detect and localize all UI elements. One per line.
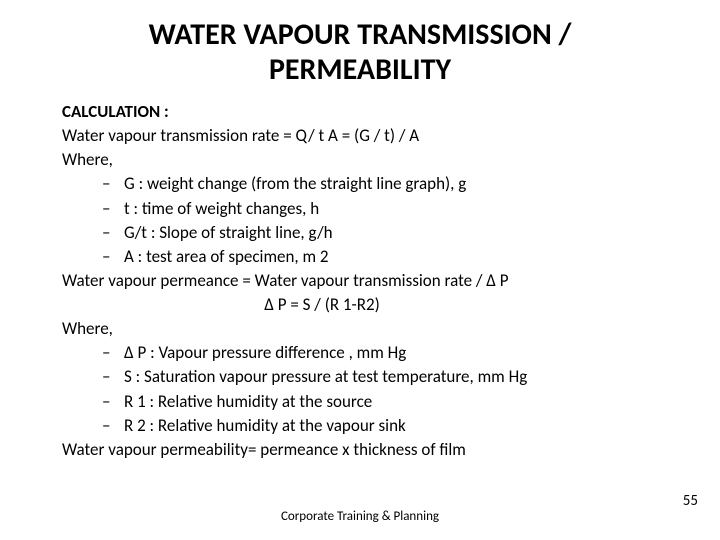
def-text: G : weight change (from the straight lin…	[124, 172, 466, 196]
def-text: S : Saturation vapour pressure at test t…	[124, 365, 527, 389]
subheading: CALCULATION :	[62, 100, 662, 124]
def-text: t : time of weight changes, h	[124, 197, 319, 221]
def-row: – t : time of weight changes, h	[62, 197, 662, 221]
def-row: – A : test area of specimen, m 2	[62, 245, 662, 269]
dash-icon: –	[102, 172, 124, 196]
dash-icon: –	[102, 390, 124, 414]
transmission-rate-line: Water vapour transmission rate = Q/ t A …	[62, 124, 662, 148]
where-2: Where,	[62, 317, 662, 341]
def-text: R 2 : Relative humidity at the vapour si…	[124, 414, 406, 438]
title-line-1: WATER VAPOUR TRANSMISSION /	[149, 16, 572, 53]
slide-title: WATER VAPOUR TRANSMISSION / PERMEABILITY	[0, 18, 720, 87]
dash-icon: –	[102, 221, 124, 245]
page-number: 55	[683, 492, 698, 510]
title-line-2: PERMEABILITY	[269, 51, 451, 88]
def-row: – S : Saturation vapour pressure at test…	[62, 365, 662, 389]
def-row: – Δ P : Vapour pressure difference , mm …	[62, 341, 662, 365]
def-row: – G : weight change (from the straight l…	[62, 172, 662, 196]
dash-icon: –	[102, 414, 124, 438]
dash-icon: –	[102, 365, 124, 389]
permeability-line: Water vapour permeability= permeance x t…	[62, 438, 662, 462]
dash-icon: –	[102, 341, 124, 365]
def-row: – R 1 : Relative humidity at the source	[62, 390, 662, 414]
footer-text: Corporate Training & Planning	[0, 509, 720, 524]
def-row: – R 2 : Relative humidity at the vapour …	[62, 414, 662, 438]
where-1: Where,	[62, 148, 662, 172]
def-text: Δ P : Vapour pressure difference , mm Hg	[124, 341, 406, 365]
dash-icon: –	[102, 197, 124, 221]
dash-icon: –	[102, 245, 124, 269]
slide-body: CALCULATION : Water vapour transmission …	[62, 100, 662, 462]
slide: WATER VAPOUR TRANSMISSION / PERMEABILITY…	[0, 0, 720, 540]
delta-p-equation: Δ P = S / (R 1-R2)	[62, 293, 582, 317]
def-text: G/t : Slope of straight line, g/h	[124, 221, 333, 245]
permeance-line: Water vapour permeance = Water vapour tr…	[62, 269, 662, 293]
def-row: – G/t : Slope of straight line, g/h	[62, 221, 662, 245]
def-text: A : test area of specimen, m 2	[124, 245, 329, 269]
def-text: R 1 : Relative humidity at the source	[124, 390, 372, 414]
